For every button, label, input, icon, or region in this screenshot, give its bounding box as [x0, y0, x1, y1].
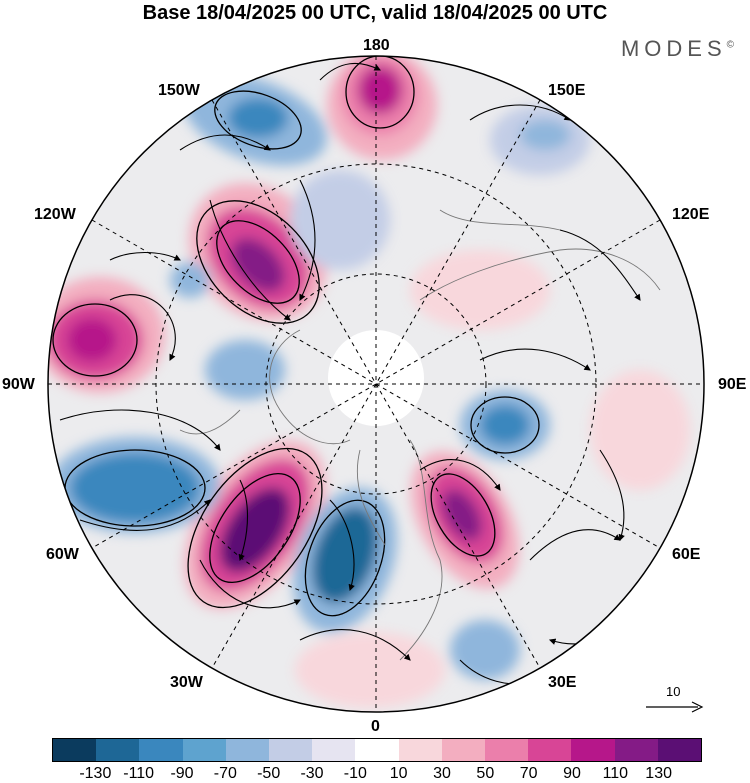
- graticule: [48, 56, 704, 712]
- colorbar-swatch: [312, 739, 356, 761]
- lon-label-90w: 90W: [2, 376, 35, 393]
- lon-label-30w: 30W: [170, 674, 203, 691]
- colorbar: [52, 738, 702, 762]
- map-border: [47, 55, 705, 713]
- lon-label-150e: 150E: [548, 82, 586, 99]
- colorbar-tick-label: 50: [476, 765, 495, 782]
- brand-logo: MODES©: [621, 36, 734, 62]
- colorbar-swatch: [182, 739, 226, 761]
- colorbar-swatch: [355, 739, 399, 761]
- colorbar-swatch: [398, 739, 442, 761]
- lon-label-180: 180: [363, 37, 390, 54]
- lon-label-90e: 90E: [718, 376, 747, 393]
- colorbar-tick-label: -10: [343, 765, 367, 782]
- colorbar-tick-label: -70: [213, 765, 237, 782]
- colorbar-tick-label: 110: [602, 765, 629, 782]
- map-title: Base 18/04/2025 00 UTC, valid 18/04/2025…: [142, 2, 608, 24]
- anomaly-field: [48, 56, 690, 708]
- coastlines: [179, 209, 661, 661]
- streamlines: [59, 62, 641, 685]
- colorbar-tick-label: 30: [433, 765, 451, 782]
- vector-reference-label: 10: [666, 684, 681, 699]
- colorbar-swatch: [657, 739, 702, 761]
- colorbar-ticks: -130 -110 -90 -70 -50 -30 -10 10 30 50 70 90 110 130: [52, 765, 702, 783]
- lon-label-60e: 60E: [672, 546, 701, 563]
- colorbar-swatch: [225, 739, 270, 761]
- colorbar-swatch: [269, 739, 313, 761]
- colorbar-tick-label: -30: [300, 765, 324, 782]
- polar-map: [47, 55, 705, 713]
- colorbar-tick-label: 70: [519, 765, 538, 782]
- lon-label-60w: 60W: [46, 546, 79, 563]
- colorbar-tick-label: 90: [563, 765, 581, 782]
- colorbar-tick-label: -110: [123, 765, 155, 782]
- colorbar-swatch: [53, 739, 97, 761]
- colorbar-tick-label: 130: [645, 765, 673, 782]
- colorbar-tick-label: 10: [389, 765, 408, 782]
- vector-reference-arrow: [646, 701, 704, 713]
- lon-label-30e: 30E: [548, 674, 577, 691]
- colorbar-tick-label: -90: [170, 765, 194, 782]
- colorbar-swatch: [441, 739, 486, 761]
- lon-label-150w: 150W: [158, 82, 200, 99]
- colorbar-swatch: [96, 739, 140, 761]
- colorbar-swatch: [139, 739, 183, 761]
- colorbar-swatch: [485, 739, 529, 761]
- colorbar-swatch: [528, 739, 572, 761]
- brand-mark: ©: [726, 39, 734, 51]
- colorbar-swatch: [571, 739, 615, 761]
- lon-label-120e: 120E: [672, 206, 710, 223]
- colorbar-tick-label: -50: [257, 765, 281, 782]
- brand-name: MODES: [620, 36, 727, 61]
- colorbar-tick-label: -130: [79, 765, 112, 782]
- lon-label-120w: 120W: [34, 206, 76, 223]
- lon-label-0: 0: [371, 718, 380, 735]
- colorbar-swatch: [614, 739, 658, 761]
